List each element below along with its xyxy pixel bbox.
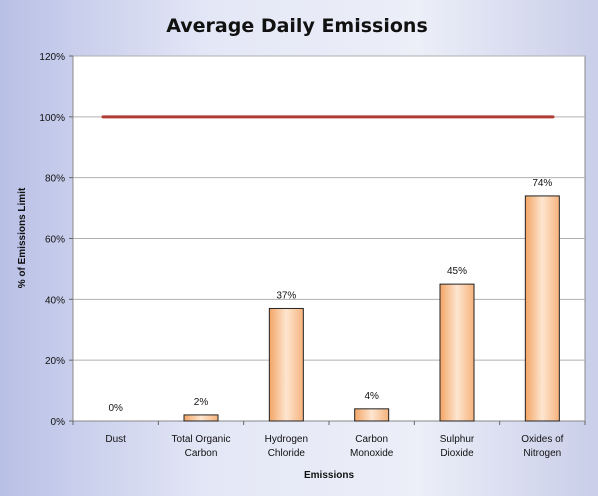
chart-title: Average Daily Emissions <box>166 15 428 37</box>
bar <box>524 195 560 422</box>
x-category-label: Oxides of Nitrogen <box>521 434 563 459</box>
x-axis-label: Emissions <box>304 470 354 481</box>
data-label: 0% <box>108 403 123 414</box>
bar <box>268 307 304 422</box>
data-labels: 0% 2% 37% 4% 45% 74% <box>108 178 552 414</box>
y-tick-label: 100% <box>39 113 65 124</box>
x-category-label: Sulphur Dioxide <box>440 434 475 459</box>
x-category-label: Total Organic Carbon <box>172 434 231 459</box>
y-tick-label: 40% <box>45 295 65 306</box>
bar <box>354 408 390 422</box>
x-category-label: Carbon Monoxide <box>350 434 394 459</box>
y-tick-label: 80% <box>45 174 65 185</box>
data-label: 4% <box>364 391 379 402</box>
data-label: 37% <box>276 290 296 301</box>
y-tick-label: 60% <box>45 235 65 246</box>
x-category-label: Hydrogen Chloride <box>265 434 308 459</box>
bar <box>183 414 219 422</box>
x-category-label: Dust <box>105 434 126 445</box>
x-category-labels: Dust Total Organic Carbon Hydrogen Chloride C… <box>105 434 563 459</box>
y-tick-labels: 0% 20% 40% 60% 80% 100% 120% <box>39 52 65 428</box>
y-tick-label: 120% <box>39 52 65 63</box>
bar <box>439 283 475 422</box>
y-tick-label: 20% <box>45 356 65 367</box>
data-label: 45% <box>447 266 467 277</box>
data-label: 2% <box>194 397 209 408</box>
data-label: 74% <box>532 178 552 189</box>
y-tick-label: 0% <box>51 417 66 428</box>
y-axis-label: % of Emissions Limit <box>17 187 28 288</box>
bars <box>72 195 586 425</box>
